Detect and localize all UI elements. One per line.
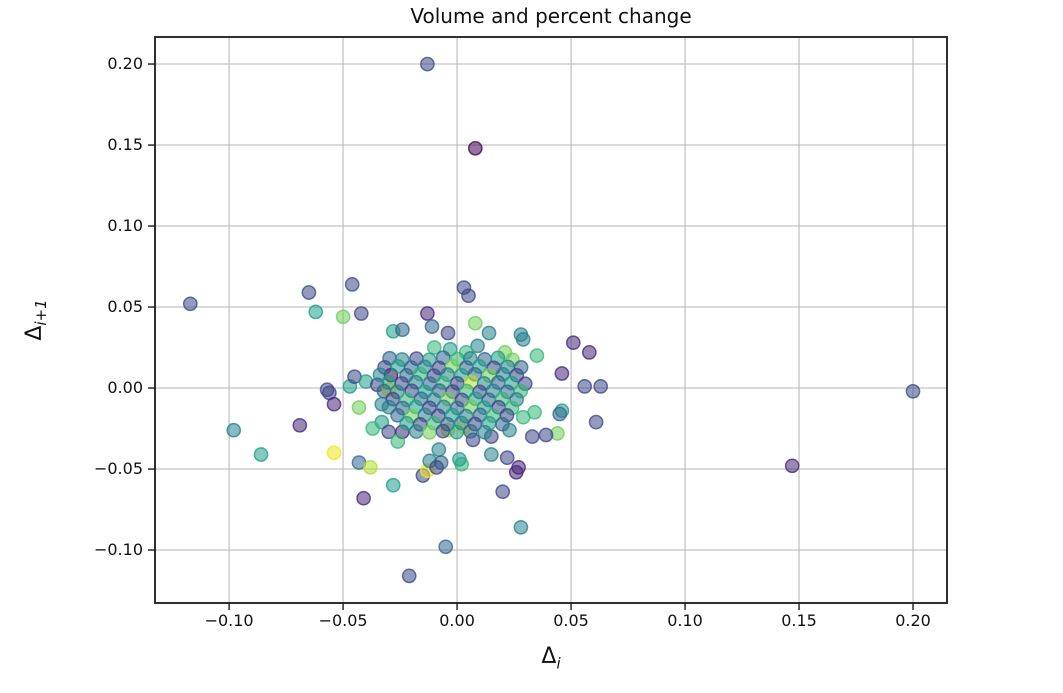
data-point — [429, 460, 444, 475]
data-point — [467, 140, 483, 156]
data-point — [226, 422, 242, 438]
data-point — [554, 366, 570, 381]
data-point — [426, 340, 442, 355]
chart-title: Volume and percent change — [410, 4, 692, 28]
y-axis-label-subscript: i+1 — [32, 299, 51, 326]
data-point — [905, 383, 921, 399]
x-tick-label: 0.05 — [553, 611, 589, 630]
x-tick-label: 0.10 — [667, 611, 703, 630]
data-point — [438, 539, 454, 555]
data-point — [513, 519, 529, 535]
data-point — [326, 396, 342, 412]
data-point — [481, 325, 497, 341]
data-point — [499, 450, 515, 466]
data-point — [527, 404, 542, 420]
data-point — [408, 424, 424, 439]
y-tick-label: 0.20 — [107, 54, 143, 74]
data-point — [390, 434, 406, 449]
data-point — [424, 319, 440, 334]
data-point — [588, 414, 604, 430]
data-point — [513, 327, 529, 342]
x-tick-label: 0.20 — [895, 611, 931, 630]
data-point — [784, 458, 800, 474]
data-point — [431, 442, 447, 457]
data-point — [461, 288, 476, 304]
y-tick-label: 0.05 — [107, 297, 143, 317]
data-point — [565, 335, 581, 351]
y-tick-label: −0.05 — [93, 459, 143, 479]
x-tick-label: −0.10 — [204, 611, 254, 630]
data-point — [440, 325, 456, 341]
data-point — [363, 460, 378, 475]
data-point — [395, 322, 410, 338]
x-axis-label-symbol: Δ — [541, 644, 557, 669]
data-point — [495, 416, 510, 432]
data-point — [344, 277, 360, 292]
y-tick-label: −0.10 — [93, 540, 143, 560]
y-tick-label: 0.00 — [107, 378, 143, 398]
data-point — [182, 296, 198, 312]
data-point — [356, 490, 371, 506]
data-point — [353, 306, 369, 321]
x-tick-label: 0.00 — [439, 611, 475, 630]
data-point — [463, 423, 478, 439]
x-tick-label: 0.15 — [781, 611, 817, 630]
data-point — [577, 379, 593, 394]
data-point — [401, 568, 417, 584]
data-point — [581, 345, 597, 360]
data-point — [452, 451, 467, 467]
x-tick-label: −0.05 — [318, 611, 368, 630]
data-point — [422, 425, 437, 440]
data-point — [326, 445, 342, 461]
data-point — [593, 379, 609, 394]
data-point — [449, 424, 465, 440]
data-point — [253, 447, 269, 462]
data-point — [511, 460, 526, 475]
data-point — [308, 304, 324, 320]
y-tick-label: 0.10 — [107, 216, 143, 236]
data-point — [385, 477, 401, 493]
data-point — [351, 400, 367, 415]
data-point — [524, 429, 540, 444]
data-point — [335, 309, 351, 325]
data-point — [495, 484, 511, 500]
y-axis-label-symbol: Δ — [21, 325, 47, 341]
y-axis-label: Δi+1 — [22, 299, 50, 340]
data-point — [435, 423, 451, 439]
data-point — [292, 417, 308, 433]
data-point — [483, 447, 499, 462]
x-axis-label: Δi — [155, 644, 947, 672]
plot-border — [154, 36, 948, 604]
data-point — [477, 424, 493, 440]
x-axis-label-subscript: i — [556, 654, 561, 673]
data-point — [390, 407, 405, 423]
data-point — [552, 406, 568, 422]
data-point — [365, 421, 381, 436]
data-point — [538, 427, 554, 443]
data-point — [470, 338, 485, 354]
y-tick-label: 0.15 — [107, 135, 143, 155]
data-point — [420, 306, 435, 321]
data-point — [467, 315, 483, 331]
data-point — [301, 285, 317, 300]
data-point — [529, 348, 545, 363]
data-point — [420, 56, 435, 72]
